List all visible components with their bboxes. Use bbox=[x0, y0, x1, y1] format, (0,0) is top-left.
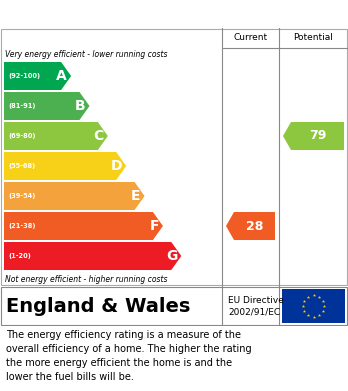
Text: F: F bbox=[149, 219, 159, 233]
Text: (81-91): (81-91) bbox=[8, 103, 35, 109]
Text: Potential: Potential bbox=[294, 34, 333, 43]
Polygon shape bbox=[4, 122, 108, 150]
Polygon shape bbox=[283, 122, 344, 150]
Polygon shape bbox=[226, 212, 275, 240]
Polygon shape bbox=[4, 92, 89, 120]
Polygon shape bbox=[4, 182, 144, 210]
Text: 79: 79 bbox=[309, 129, 326, 142]
Polygon shape bbox=[4, 152, 126, 180]
Text: Not energy efficient - higher running costs: Not energy efficient - higher running co… bbox=[5, 274, 167, 283]
Text: The energy efficiency rating is a measure of the
overall efficiency of a home. T: The energy efficiency rating is a measur… bbox=[6, 330, 252, 382]
Bar bbox=[282, 289, 345, 323]
Text: (69-80): (69-80) bbox=[8, 133, 35, 139]
Text: EU Directive
2002/91/EC: EU Directive 2002/91/EC bbox=[228, 296, 284, 316]
Text: Very energy efficient - lower running costs: Very energy efficient - lower running co… bbox=[5, 50, 167, 59]
Text: D: D bbox=[111, 159, 122, 173]
Polygon shape bbox=[4, 62, 71, 90]
Text: (92-100): (92-100) bbox=[8, 73, 40, 79]
Text: England & Wales: England & Wales bbox=[6, 296, 190, 316]
Text: Current: Current bbox=[234, 34, 268, 43]
Text: B: B bbox=[75, 99, 86, 113]
Text: C: C bbox=[94, 129, 104, 143]
Text: (39-54): (39-54) bbox=[8, 193, 35, 199]
Text: Energy Efficiency Rating: Energy Efficiency Rating bbox=[10, 7, 221, 22]
Polygon shape bbox=[4, 242, 181, 270]
Text: G: G bbox=[166, 249, 177, 263]
Text: A: A bbox=[56, 69, 67, 83]
Text: (21-38): (21-38) bbox=[8, 223, 35, 229]
Polygon shape bbox=[4, 212, 163, 240]
Text: (1-20): (1-20) bbox=[8, 253, 31, 259]
Text: (55-68): (55-68) bbox=[8, 163, 35, 169]
Text: 28: 28 bbox=[246, 219, 263, 233]
Text: E: E bbox=[131, 189, 141, 203]
